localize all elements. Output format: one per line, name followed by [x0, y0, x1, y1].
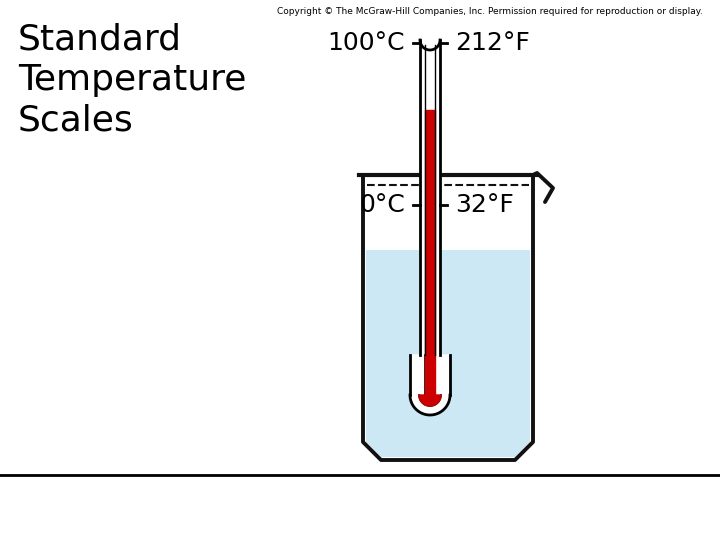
Polygon shape	[420, 40, 440, 50]
Text: 0°C: 0°C	[359, 193, 405, 217]
Text: Standard
Temperature
Scales: Standard Temperature Scales	[18, 22, 246, 138]
Text: 100°C: 100°C	[328, 31, 405, 55]
Polygon shape	[366, 180, 530, 250]
Polygon shape	[410, 355, 450, 415]
Text: Copyright © The McGraw-Hill Companies, Inc. Permission required for reproduction: Copyright © The McGraw-Hill Companies, I…	[277, 7, 703, 16]
Polygon shape	[419, 395, 441, 406]
Polygon shape	[366, 250, 530, 457]
Text: 32°F: 32°F	[455, 193, 514, 217]
Text: 212°F: 212°F	[455, 31, 530, 55]
